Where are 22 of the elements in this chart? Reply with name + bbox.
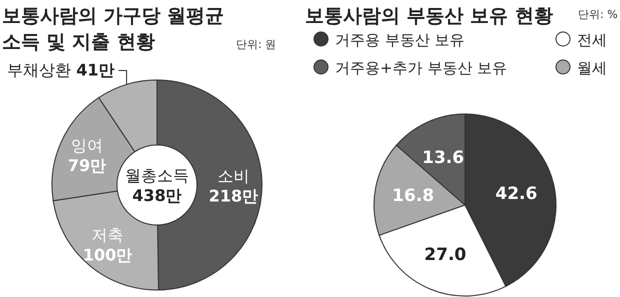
chart-subtitle: 단위: % bbox=[578, 8, 618, 21]
data-label: 16.8 bbox=[392, 186, 434, 206]
chart-title: 보통사람의 부동산 보유 현황 bbox=[305, 5, 553, 27]
data-label: 13.6 bbox=[422, 148, 464, 168]
chart-subtitle: 단위: 원 bbox=[236, 38, 276, 51]
data-label: 218만 bbox=[208, 186, 258, 206]
data-label: 27.0 bbox=[424, 244, 466, 265]
slice-label: 부채상환 bbox=[7, 60, 76, 80]
text: 438만 bbox=[132, 186, 182, 205]
slice-label: 소비 bbox=[218, 166, 250, 186]
chart-title: 보통사람의 가구당 월평균 소득 및 지출 현황 bbox=[2, 5, 224, 53]
data-label: 42.6 bbox=[495, 184, 538, 204]
text: 월총소득 bbox=[125, 166, 189, 185]
data-label: 79만 bbox=[68, 156, 106, 176]
data-label: 41만 bbox=[76, 60, 115, 80]
data-label: 100만 bbox=[82, 245, 132, 264]
legend-label: 거주용+추가 부동산 보유 bbox=[335, 59, 508, 77]
slice-label: 잉여 bbox=[71, 136, 104, 156]
legend-label: 거주용 부동산 보유 bbox=[335, 31, 465, 49]
legend-label: 전세 bbox=[577, 31, 607, 49]
slice-label: 저축 bbox=[92, 225, 124, 244]
legend-label: 월세 bbox=[577, 59, 607, 77]
